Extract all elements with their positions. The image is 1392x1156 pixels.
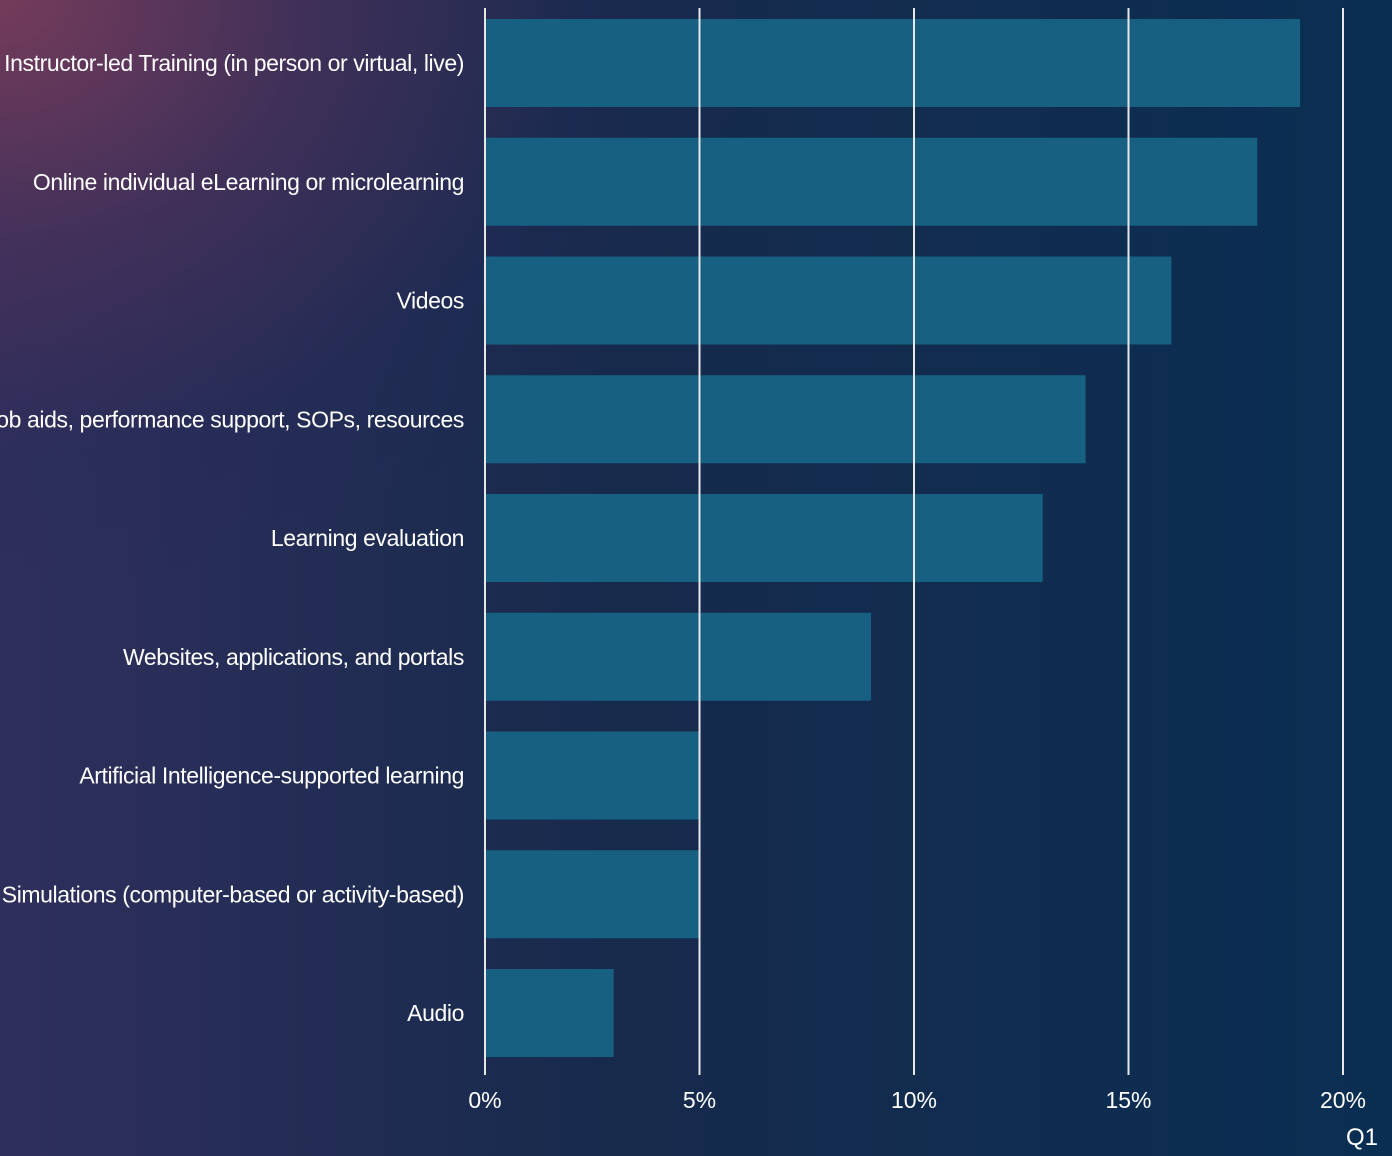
bar-2 xyxy=(485,256,1172,345)
category-label-2: Videos xyxy=(396,288,464,314)
bars xyxy=(485,19,1301,1057)
category-label-3: Job aids, performance support, SOPs, res… xyxy=(0,406,464,432)
category-label-1: Online individual eLearning or microlear… xyxy=(33,169,464,195)
category-label-0: Instructor-led Training (in person or vi… xyxy=(4,50,464,76)
x-tick-label-1: 5% xyxy=(683,1087,716,1113)
gridlines xyxy=(484,8,1344,1075)
x-tick-label-0: 0% xyxy=(468,1087,501,1113)
x-tick-label-3: 15% xyxy=(1105,1087,1151,1113)
bar-7 xyxy=(485,850,700,939)
category-label-8: Audio xyxy=(407,1000,464,1026)
bar-1 xyxy=(485,137,1258,226)
corner-label: Q1 xyxy=(1345,1124,1378,1151)
category-labels: Instructor-led Training (in person or vi… xyxy=(0,50,464,1026)
bar-4 xyxy=(485,494,1043,582)
bar-0 xyxy=(485,19,1301,107)
x-tick-label-2: 10% xyxy=(891,1087,937,1113)
x-tick-label-4: 20% xyxy=(1320,1087,1366,1113)
category-label-5: Websites, applications, and portals xyxy=(123,644,464,670)
category-label-6: Artificial Intelligence-supported learni… xyxy=(79,763,464,789)
x-tick-labels: 0% 5% 10% 15% 20% xyxy=(468,1087,1366,1113)
category-label-4: Learning evaluation xyxy=(271,525,464,551)
bar-6 xyxy=(485,731,700,820)
bar-3 xyxy=(485,375,1086,464)
bar-8 xyxy=(485,969,614,1057)
bar-5 xyxy=(485,612,872,701)
category-label-7: Simulations (computer-based or activity-… xyxy=(2,881,464,907)
